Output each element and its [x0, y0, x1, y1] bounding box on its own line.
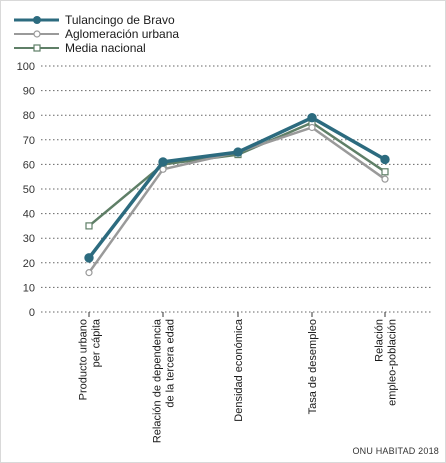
y-tick-label-60: 60 [23, 159, 35, 171]
data-point-tulancingo-de-bravo [158, 157, 168, 167]
data-point-aglomeracion-urbana [85, 269, 93, 277]
data-point-media-nacional [85, 222, 93, 230]
data-point-tulancingo-de-bravo [84, 253, 94, 263]
x-category-label: Tasa de desempleo [307, 319, 319, 414]
x-category-label-line: de la tercera edad [165, 319, 177, 408]
data-point-media-nacional [381, 168, 389, 176]
legend-marker-tulancingo-de-bravo [33, 16, 41, 24]
legend-label-media-nacional: Media nacional [65, 41, 146, 55]
y-tick-label-70: 70 [23, 135, 35, 147]
y-tick-label-50: 50 [23, 184, 35, 196]
x-category-label-line: Relación de dependencia [152, 318, 164, 443]
source-label: ONU HABITAD 2018 [352, 446, 439, 456]
x-category-label: Producto urbano per cápita [78, 318, 103, 400]
data-point-aglomeracion-urbana [381, 175, 389, 183]
data-point-aglomeracion-urbana [308, 123, 316, 132]
y-tick-label-0: 0 [29, 307, 35, 319]
y-tick-label-80: 80 [23, 110, 35, 122]
legend-marker-media-nacional [33, 44, 41, 52]
legend-label-tulancingo-de-bravo: Tulancingo de Bravo [65, 13, 175, 27]
data-point-tulancingo-de-bravo [233, 147, 243, 157]
x-category-label: Densidad económica [233, 318, 245, 422]
legend-label-aglomeracion-urbana: Aglomeración urbana [65, 27, 179, 41]
x-category-label-line: Tasa de desempleo [307, 319, 319, 414]
data-point-tulancingo-de-bravo [307, 112, 317, 123]
x-category-label: Relación de dependencia de la tercera eda… [152, 318, 177, 443]
y-tick-label-10: 10 [23, 282, 35, 294]
data-point-tulancingo-de-bravo [380, 154, 390, 165]
x-category-label-line: Densidad económica [233, 318, 245, 422]
x-category-label-line: empleo-población [387, 319, 399, 406]
y-tick-label-20: 20 [23, 258, 35, 270]
y-tick-label-30: 30 [23, 233, 35, 245]
y-tick-label-90: 90 [23, 86, 35, 98]
x-category-label: Relación empleo-población [374, 319, 399, 406]
x-category-label-line: Relación [374, 319, 386, 362]
y-tick-label-100: 100 [17, 61, 35, 73]
y-tick-label-40: 40 [23, 209, 35, 221]
x-category-label-line: Producto urbano [78, 319, 90, 400]
legend-marker-aglomeracion-urbana [33, 30, 41, 38]
x-category-label-line: per cápita [91, 318, 103, 367]
